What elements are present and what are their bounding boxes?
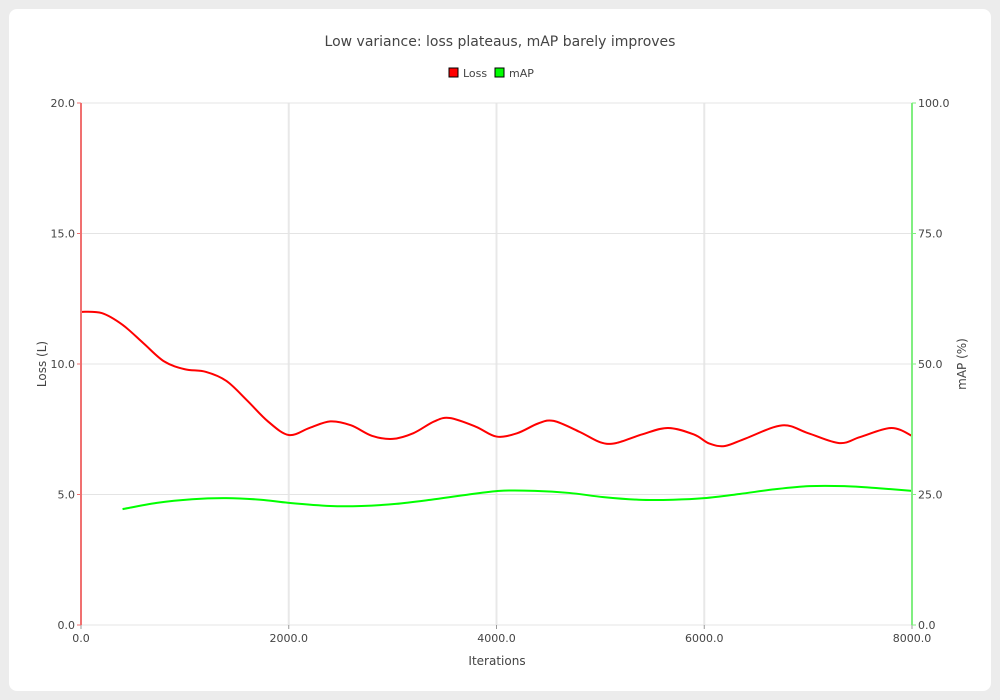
x-tick-label: 0.0 xyxy=(72,632,90,645)
x-tick-label: 8000.0 xyxy=(893,632,932,645)
y2-axis-label: mAP (%) xyxy=(955,338,969,390)
legend-label-map: mAP xyxy=(509,67,534,80)
chart-title: Low variance: loss plateaus, mAP barely … xyxy=(325,34,676,50)
y-axis-label: Loss (L) xyxy=(35,341,49,387)
chart-card xyxy=(9,9,991,691)
y2-tick-label: 0.0 xyxy=(918,619,936,632)
y2-tick-label: 25.0 xyxy=(918,489,943,502)
x-tick-label: 6000.0 xyxy=(685,632,724,645)
y-tick-label: 5.0 xyxy=(58,489,76,502)
y-tick-label: 0.0 xyxy=(58,619,76,632)
y2-tick-label: 75.0 xyxy=(918,228,943,241)
y-tick-label: 10.0 xyxy=(51,358,76,371)
legend-swatch-map xyxy=(494,67,505,78)
legend-label-loss: Loss xyxy=(463,67,487,80)
y2-tick-label: 50.0 xyxy=(918,358,943,371)
y2-tick-label: 100.0 xyxy=(918,97,950,110)
tick-labels: 0.0 2000.0 4000.0 6000.0 8000.00.0 0.05.0 25.0… xyxy=(51,97,950,645)
x-axis-label: Iterations xyxy=(468,654,525,668)
y-tick-label: 15.0 xyxy=(51,228,76,241)
x-tick-label: 2000.0 xyxy=(270,632,309,645)
legend: Loss mAP xyxy=(448,67,534,80)
legend-swatch-loss xyxy=(448,67,459,78)
series-lines xyxy=(80,310,913,511)
y-tick-label: 20.0 xyxy=(51,97,76,110)
gridlines xyxy=(81,102,912,626)
x-tick-label: 4000.0 xyxy=(477,632,516,645)
series-line-map xyxy=(122,484,913,511)
